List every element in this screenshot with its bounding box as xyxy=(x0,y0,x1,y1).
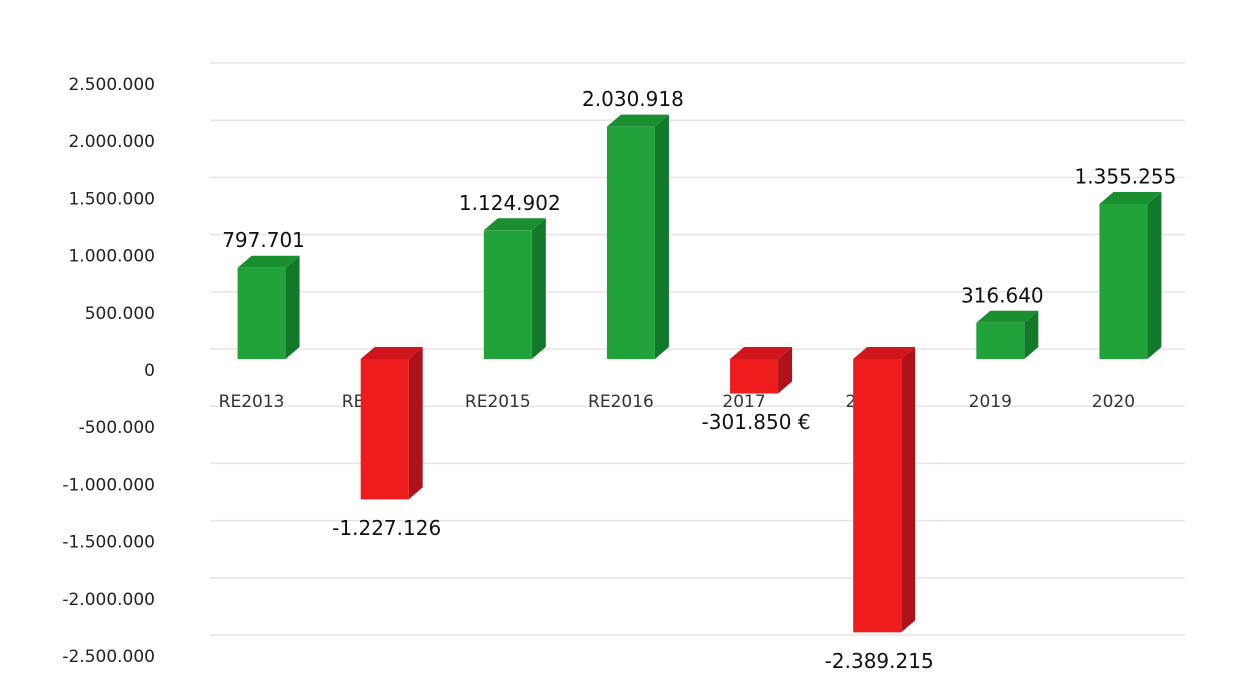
bar xyxy=(853,347,916,633)
value-label: 2.030.918 xyxy=(582,87,684,111)
y-tick-label: -1.500.000 xyxy=(62,533,155,553)
bar-front xyxy=(1099,203,1148,359)
bar-top xyxy=(730,347,793,359)
bar xyxy=(360,347,423,500)
y-tick-label: 500.000 xyxy=(85,304,155,324)
x-tick-label: 2019 xyxy=(969,392,1012,412)
bar-side xyxy=(1024,310,1039,359)
value-label: 1.124.902 xyxy=(459,191,561,215)
y-tick-label: 2.500.000 xyxy=(68,75,155,95)
y-tick-label: 1.000.000 xyxy=(68,247,155,267)
value-label: 316.640 xyxy=(961,283,1044,307)
bar-front xyxy=(606,126,655,359)
bar xyxy=(976,310,1039,359)
x-tick-label: RE2016 xyxy=(588,392,654,412)
bar-side xyxy=(1147,191,1162,359)
x-tick-label: 2020 xyxy=(1092,392,1135,412)
bar-front xyxy=(976,322,1025,359)
bar-front xyxy=(483,230,532,359)
y-tick-label: 1.500.000 xyxy=(68,189,155,209)
bar xyxy=(237,255,300,359)
bar-top xyxy=(360,347,423,359)
y-tick-label: -2.500.000 xyxy=(62,647,155,667)
bar-top xyxy=(237,255,300,268)
bar-top xyxy=(976,310,1039,323)
x-tick-label: 2017 xyxy=(722,392,765,412)
bar-front xyxy=(730,359,779,394)
bar-top xyxy=(853,347,916,359)
bar-side xyxy=(654,114,669,359)
bar-side xyxy=(531,218,546,359)
x-tick-label: RE2013 xyxy=(219,392,285,412)
bar-side xyxy=(901,347,916,633)
bar-front xyxy=(360,359,409,500)
value-label: -2.389.215 xyxy=(825,649,934,673)
y-tick-label: 2.000.000 xyxy=(68,132,155,152)
y-tick-label: -2.000.000 xyxy=(62,590,155,610)
y-tick-label: -1.000.000 xyxy=(62,475,155,495)
bar-top xyxy=(606,114,669,127)
bar-front xyxy=(853,359,902,633)
bar xyxy=(483,218,546,359)
bar xyxy=(1099,191,1162,359)
bar-side xyxy=(408,347,423,500)
bar xyxy=(730,347,793,394)
value-label: -301.850 € xyxy=(702,410,811,434)
value-label: -1.227.126 xyxy=(332,516,441,540)
value-label: 797.701 xyxy=(222,228,305,252)
y-tick-label: 0 xyxy=(144,361,155,381)
bar-side xyxy=(285,255,300,359)
x-tick-label: RE2015 xyxy=(465,392,531,412)
y-tick-label: -500.000 xyxy=(79,418,155,438)
bar-top xyxy=(483,218,546,231)
bar-top xyxy=(1099,191,1162,204)
bar-side xyxy=(778,347,793,394)
bar-front xyxy=(237,267,286,359)
bar xyxy=(606,114,669,359)
value-label: 1.355.255 xyxy=(1075,164,1177,188)
